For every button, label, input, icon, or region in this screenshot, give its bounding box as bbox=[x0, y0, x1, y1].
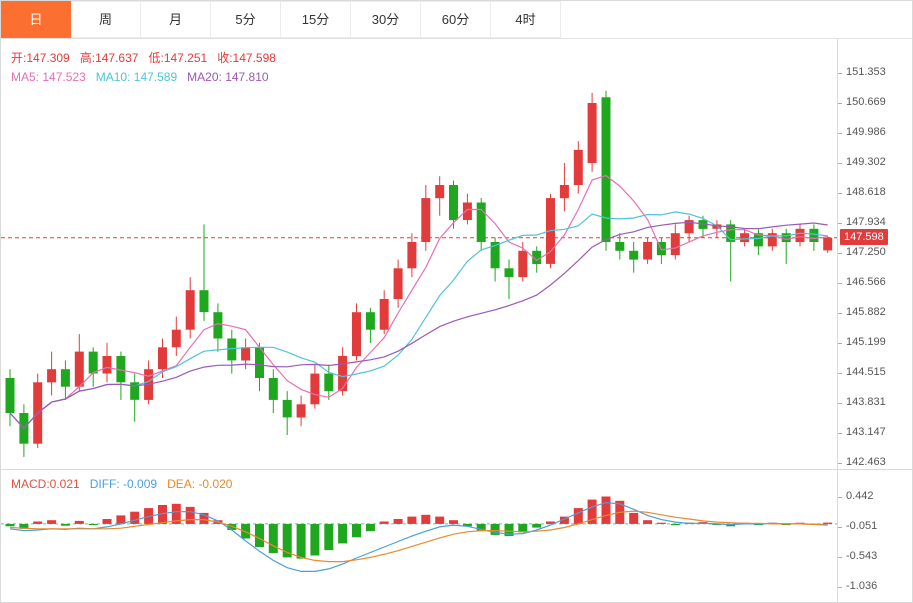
price-axis-label: 151.353 bbox=[846, 66, 886, 78]
price-axis-label: 149.986 bbox=[846, 126, 886, 138]
price-axis-label: 145.882 bbox=[846, 306, 886, 318]
macd-axis: 0.442 -0.051 -0.543 -1.036 bbox=[837, 469, 912, 602]
high-label: 高: bbox=[79, 51, 96, 65]
open-value: 147.309 bbox=[26, 51, 70, 65]
candlestick-plot[interactable] bbox=[1, 39, 837, 469]
open-label: 开: bbox=[11, 51, 27, 65]
macd-legend: MACD:0.021 DIFF: -0.009 DEA: -0.020 bbox=[11, 477, 232, 491]
timeframe-tabbar: 日 周 月 5分 15分 30分 60分 4时 bbox=[1, 1, 912, 39]
ma20-label: MA20: bbox=[187, 70, 222, 84]
price-axis-label: 146.566 bbox=[846, 276, 886, 288]
price-axis-label: 142.463 bbox=[846, 456, 886, 468]
tab-week[interactable]: 周 bbox=[71, 1, 141, 38]
ohlc-legend: 开:147.309 高:147.637 低:147.251 收:147.598 bbox=[11, 49, 276, 66]
price-axis-label: 150.669 bbox=[846, 96, 886, 108]
ma5-label: MA5: bbox=[11, 70, 40, 84]
ma-legend: MA5: 147.523 MA10: 147.589 MA20: 147.810 bbox=[11, 70, 269, 84]
dea-label: DEA: bbox=[167, 477, 196, 491]
price-axis-label: 149.302 bbox=[846, 156, 886, 168]
macd-axis-label: 0.442 bbox=[846, 490, 874, 502]
ma10-label: MA10: bbox=[95, 70, 131, 84]
tab-day[interactable]: 日 bbox=[1, 1, 71, 38]
macd-axis-label: -1.036 bbox=[846, 580, 878, 592]
diff-label: DIFF: bbox=[89, 477, 120, 491]
tab-5min[interactable]: 5分 bbox=[211, 1, 281, 38]
price-axis-label: 147.250 bbox=[846, 246, 886, 258]
macd-plot-svg[interactable] bbox=[1, 470, 837, 602]
chart-area: 开:147.309 高:147.637 低:147.251 收:147.598 … bbox=[1, 39, 912, 602]
diff-value: -0.009 bbox=[123, 477, 158, 491]
close-value: 147.598 bbox=[232, 51, 276, 65]
macd-panel[interactable]: MACD:0.021 DIFF: -0.009 DEA: -0.020 bbox=[1, 469, 837, 602]
macd-axis-label: -0.543 bbox=[846, 550, 878, 562]
tab-60min[interactable]: 60分 bbox=[421, 1, 491, 38]
main-chart-panel[interactable]: 开:147.309 高:147.637 低:147.251 收:147.598 … bbox=[1, 39, 837, 469]
tab-month[interactable]: 月 bbox=[141, 1, 211, 38]
tab-4hour[interactable]: 4时 bbox=[491, 1, 561, 38]
price-axis-label: 145.199 bbox=[846, 336, 886, 348]
tab-30min[interactable]: 30分 bbox=[351, 1, 421, 38]
last-price-badge: 147.598 bbox=[840, 229, 888, 245]
price-axis-label: 144.515 bbox=[846, 366, 886, 378]
price-axis-label: 143.147 bbox=[846, 426, 886, 438]
macd-label: MACD: bbox=[11, 477, 50, 491]
price-axis: 151.353 150.669 149.986 149.302 148.618 147.9… bbox=[837, 39, 912, 469]
low-label: 低: bbox=[148, 51, 164, 65]
price-axis-label: 143.831 bbox=[846, 396, 886, 408]
low-value: 147.251 bbox=[163, 51, 208, 65]
macd-value: 0.021 bbox=[49, 477, 80, 491]
tab-15min[interactable]: 15分 bbox=[281, 1, 351, 38]
price-axis-label: 148.618 bbox=[846, 186, 886, 198]
high-value: 147.637 bbox=[95, 51, 139, 65]
ma10-value: 147.589 bbox=[133, 70, 178, 84]
macd-axis-label: -0.051 bbox=[846, 520, 878, 532]
price-axis-label: 147.934 bbox=[846, 216, 886, 228]
close-label: 收: bbox=[217, 51, 233, 65]
ma20-value: 147.810 bbox=[225, 70, 269, 84]
ma5-value: 147.523 bbox=[42, 70, 86, 84]
dea-value: -0.020 bbox=[198, 477, 233, 491]
